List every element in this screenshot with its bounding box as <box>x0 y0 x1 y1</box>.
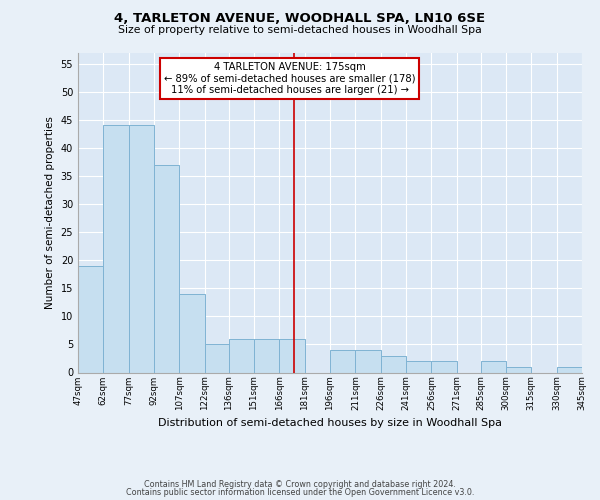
Bar <box>254 339 279 372</box>
Bar <box>431 362 457 372</box>
Text: Contains public sector information licensed under the Open Government Licence v3: Contains public sector information licen… <box>126 488 474 497</box>
Bar <box>330 350 355 372</box>
Bar <box>557 367 582 372</box>
X-axis label: Distribution of semi-detached houses by size in Woodhall Spa: Distribution of semi-detached houses by … <box>158 418 502 428</box>
Bar <box>205 344 229 372</box>
Text: Size of property relative to semi-detached houses in Woodhall Spa: Size of property relative to semi-detach… <box>118 25 482 35</box>
Bar <box>129 126 154 372</box>
Bar <box>103 126 129 372</box>
Bar <box>279 339 305 372</box>
Bar <box>229 339 254 372</box>
Bar <box>406 362 431 372</box>
Bar <box>154 165 179 372</box>
Text: Contains HM Land Registry data © Crown copyright and database right 2024.: Contains HM Land Registry data © Crown c… <box>144 480 456 489</box>
Text: 4, TARLETON AVENUE, WOODHALL SPA, LN10 6SE: 4, TARLETON AVENUE, WOODHALL SPA, LN10 6… <box>115 12 485 24</box>
Bar <box>78 266 103 372</box>
Text: 4 TARLETON AVENUE: 175sqm
← 89% of semi-detached houses are smaller (178)
11% of: 4 TARLETON AVENUE: 175sqm ← 89% of semi-… <box>164 62 415 96</box>
Y-axis label: Number of semi-detached properties: Number of semi-detached properties <box>45 116 55 309</box>
Bar <box>179 294 205 372</box>
Bar <box>355 350 381 372</box>
Bar <box>481 362 506 372</box>
Bar <box>506 367 531 372</box>
Bar <box>381 356 406 372</box>
